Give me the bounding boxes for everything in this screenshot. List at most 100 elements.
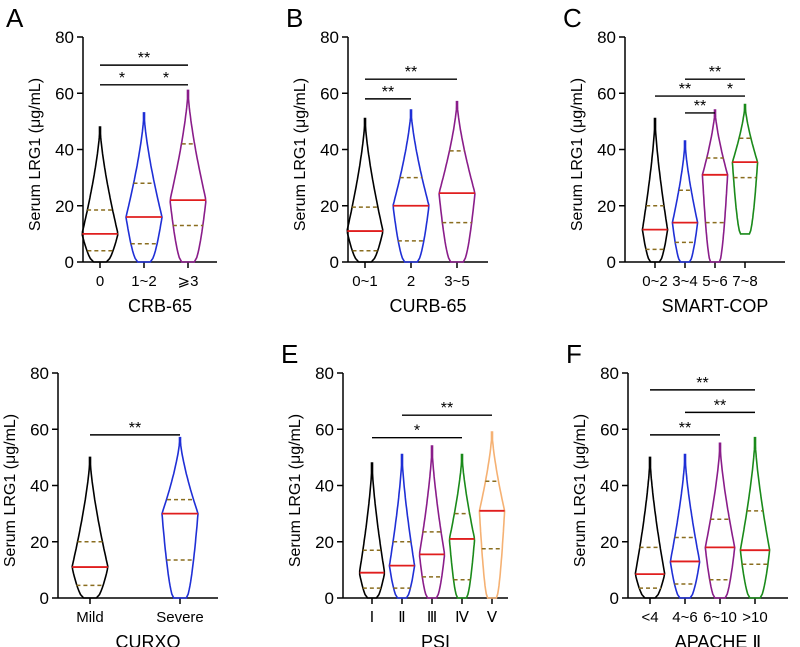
x-tick-label: 3~4 xyxy=(672,273,697,290)
y-tick-label: 40 xyxy=(597,141,616,160)
x-tick-label: 5~6 xyxy=(702,273,727,290)
y-tick-label: 20 xyxy=(30,533,49,552)
panel-f: F 0 20 40 60 80 Serum LRG1 (μg/mL) <4 4~6 6~10 >10… xyxy=(566,339,788,647)
violin-0 xyxy=(634,456,666,599)
y-tick-label: 60 xyxy=(55,84,74,103)
x-tick-label: Ⅱ xyxy=(398,609,405,626)
x-tick-label: Severe xyxy=(156,609,204,626)
violin-1 xyxy=(669,453,701,599)
y-tick-label: 0 xyxy=(607,253,616,272)
significance-label: ** xyxy=(382,84,394,101)
x-tick-label: Ⅴ xyxy=(487,609,498,626)
y-tick-label: 80 xyxy=(600,364,619,383)
violin-1 xyxy=(388,453,416,599)
y-tick-label: 60 xyxy=(30,420,49,439)
x-tick-label: 0~2 xyxy=(642,273,667,290)
violin-0 xyxy=(346,117,384,263)
y-axis-label: Serum LRG1 (μg/mL) xyxy=(572,414,589,567)
significance-label: ** xyxy=(714,397,726,414)
x-tick-label: Ⅰ xyxy=(370,609,374,626)
y-tick-label: 20 xyxy=(55,197,74,216)
y-tick-label: 20 xyxy=(597,197,616,216)
x-axis-label: PSI xyxy=(421,632,450,647)
violin-2 xyxy=(701,109,729,263)
violin-2 xyxy=(169,89,207,263)
panel-b: B 0 20 40 60 80 Serum LRG1 (μg/mL) 0~1 2 3~5 CURB-… xyxy=(286,3,488,316)
x-tick-label: 2 xyxy=(407,273,415,290)
panel-c: C 0 20 40 60 80 Serum LRG1 (μg/mL) 0~2 3~4 5~6 7~8… xyxy=(563,3,785,316)
significance-label: ** xyxy=(129,420,141,437)
violin-0 xyxy=(358,462,386,599)
x-tick-label: 0 xyxy=(96,273,104,290)
y-tick-label: 60 xyxy=(597,84,616,103)
significance-label: * xyxy=(163,70,169,87)
y-tick-label: 0 xyxy=(330,253,339,272)
significance-label: * xyxy=(119,70,125,87)
y-axis-label: Serum LRG1 (μg/mL) xyxy=(292,78,309,231)
violin-1 xyxy=(161,436,199,599)
y-tick-label: 80 xyxy=(320,28,339,47)
significance-label: ** xyxy=(441,400,453,417)
y-tick-label: 0 xyxy=(40,589,49,608)
x-tick-label: >10 xyxy=(742,609,767,626)
y-tick-label: 80 xyxy=(55,28,74,47)
y-tick-label: 0 xyxy=(610,589,619,608)
x-tick-label: 6~10 xyxy=(703,609,737,626)
significance-label: ** xyxy=(405,64,417,81)
violin-1 xyxy=(392,109,430,263)
y-tick-label: 40 xyxy=(315,477,334,496)
y-tick-label: 20 xyxy=(320,197,339,216)
y-axis-label: Serum LRG1 (μg/mL) xyxy=(2,414,19,567)
y-tick-label: 0 xyxy=(65,253,74,272)
significance-label: ** xyxy=(138,50,150,67)
violin-3 xyxy=(731,103,759,235)
violin-2 xyxy=(438,100,476,263)
y-tick-label: 60 xyxy=(600,420,619,439)
x-tick-label: Mild xyxy=(76,609,104,626)
significance-label: ** xyxy=(679,81,691,98)
x-tick-label: Ⅳ xyxy=(455,609,469,626)
panel-letter: B xyxy=(286,3,303,33)
violin-0 xyxy=(641,117,669,263)
violin-3 xyxy=(448,453,476,599)
panel-letter: A xyxy=(6,3,24,33)
panel-letter: F xyxy=(566,339,582,369)
violin-0 xyxy=(71,456,109,599)
x-axis-label: CRB-65 xyxy=(128,296,192,316)
violin-0 xyxy=(81,126,119,263)
panel-d: D020406080Serum LRG1 (μg/mL)MildSevereCU… xyxy=(2,364,218,647)
y-tick-label: 20 xyxy=(315,533,334,552)
x-tick-label: ⩾3 xyxy=(178,273,199,290)
y-axis-label: Serum LRG1 (μg/mL) xyxy=(569,78,586,231)
y-tick-label: 80 xyxy=(315,364,334,383)
x-axis-label: CURXO xyxy=(115,632,180,647)
y-tick-label: 60 xyxy=(315,420,334,439)
x-tick-label: 0~1 xyxy=(352,273,377,290)
x-tick-label: 7~8 xyxy=(732,273,757,290)
x-axis-label: APACHE Ⅱ xyxy=(675,632,762,647)
y-tick-label: 40 xyxy=(30,477,49,496)
significance-label: ** xyxy=(709,64,721,81)
panel-letter: C xyxy=(563,3,582,33)
significance-label: ** xyxy=(679,420,691,437)
panel-a: A 0 20 40 60 80 Serum LRG1 (μg/mL) 0 1~2 ⩾3 CRB-65… xyxy=(6,3,217,316)
violin-1 xyxy=(125,112,163,263)
significance-label: ** xyxy=(694,98,706,115)
y-tick-label: 20 xyxy=(600,533,619,552)
violin-2 xyxy=(418,445,446,599)
y-tick-label: 40 xyxy=(55,141,74,160)
y-tick-label: 40 xyxy=(320,141,339,160)
violin-3 xyxy=(739,436,771,599)
y-tick-label: 80 xyxy=(597,28,616,47)
y-tick-label: 40 xyxy=(600,477,619,496)
y-axis-label: Serum LRG1 (μg/mL) xyxy=(27,78,44,231)
x-axis-label: SMART-COP xyxy=(662,296,769,316)
significance-label: * xyxy=(727,81,733,98)
violin-1 xyxy=(671,140,699,263)
violin-4 xyxy=(478,431,506,599)
panel-letter: E xyxy=(281,339,298,369)
x-tick-label: 1~2 xyxy=(131,273,156,290)
significance-label: ** xyxy=(696,375,708,392)
